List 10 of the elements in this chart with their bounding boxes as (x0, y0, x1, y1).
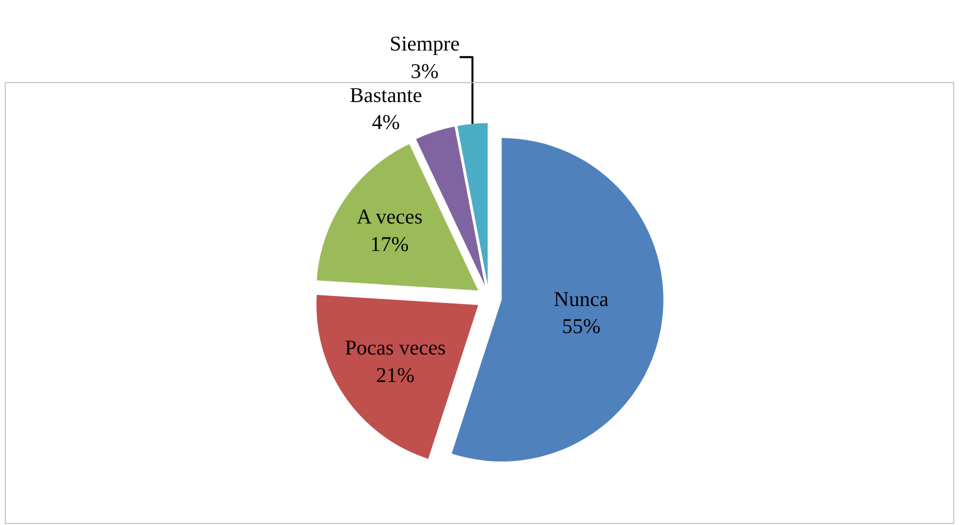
slice-label: Nunca (554, 286, 610, 311)
slice-label: Bastante (350, 82, 422, 107)
data-label: 4% (372, 110, 400, 134)
data-label: 21% (376, 363, 415, 388)
data-label: 55% (562, 314, 600, 338)
slice-label: Siempre (390, 31, 460, 56)
slice-label: A veces (356, 204, 423, 229)
data-label: 17% (370, 232, 409, 256)
data-label: 3% (410, 58, 439, 83)
slice-label: Pocas veces (344, 336, 446, 360)
